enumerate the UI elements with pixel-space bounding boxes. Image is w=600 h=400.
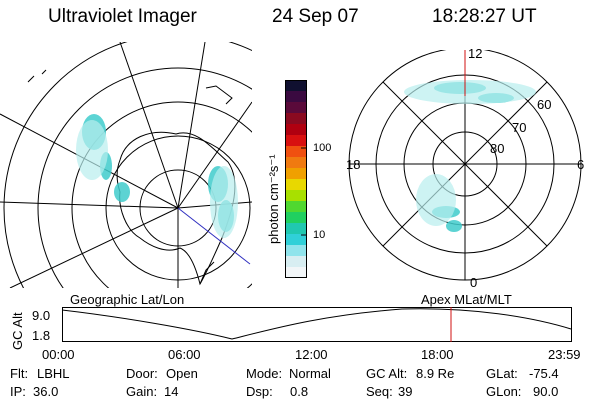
- colorbar-scale: [285, 80, 307, 278]
- time-label: 18:28:27 UT: [432, 6, 537, 27]
- mlt-label-0: 0: [470, 275, 478, 290]
- colorbar-band: [285, 168, 307, 180]
- apex-polar-map: [348, 50, 582, 281]
- altitude-ylabel: GC Alt: [10, 312, 25, 350]
- altitude-plot: [62, 307, 572, 342]
- time-tick-0000: 00:00: [42, 347, 75, 362]
- colorbar-band: [285, 256, 307, 268]
- glat-value: -75.4: [529, 366, 559, 381]
- colorbar-band: [285, 80, 307, 92]
- door-value: Open: [166, 366, 198, 381]
- date-label: 24 Sep 07: [272, 6, 359, 27]
- geographic-map: [0, 42, 252, 288]
- mlt-label-12: 12: [468, 46, 483, 61]
- mlt-label-18: 18: [346, 157, 361, 172]
- colorbar-tick-100: 100: [313, 142, 332, 154]
- colorbar-band: [285, 157, 307, 169]
- glat-label: GLat:: [486, 366, 518, 381]
- mlat-label-70: 70: [512, 120, 527, 135]
- geographic-label: Geographic Lat/Lon: [70, 292, 185, 307]
- colorbar-band: [285, 245, 307, 257]
- time-tick-2359: 23:59: [548, 347, 581, 362]
- colorbar-band: [285, 91, 307, 103]
- colorbar-band: [285, 212, 307, 224]
- gain-label: Gain:: [126, 384, 158, 399]
- altitude-ytick-low: 1.8: [32, 328, 51, 343]
- mode-value: Normal: [289, 366, 331, 381]
- colorbar-unit: photon cm⁻²s⁻¹: [266, 154, 281, 244]
- gcalt-value: 8.9 Re: [416, 366, 455, 381]
- colorbar-band: [285, 102, 307, 114]
- colorbar-tick-10: 10: [313, 229, 326, 241]
- dsp-value: 0.8: [290, 384, 309, 399]
- glon-label: GLon:: [486, 384, 522, 399]
- gain-value: 14: [164, 384, 179, 399]
- colorbar-band: [285, 190, 307, 202]
- glon-value: 90.0: [533, 384, 559, 399]
- mlat-label-60: 60: [537, 97, 552, 112]
- colorbar-band: [285, 267, 307, 278]
- colorbar-band: [285, 201, 307, 213]
- mode-label: Mode:: [246, 366, 283, 381]
- colorbar-band: [285, 223, 307, 235]
- time-tick-1800: 18:00: [421, 347, 454, 362]
- apex-label: Apex MLat/MLT: [421, 292, 512, 307]
- seq-label: Seq:: [366, 384, 393, 399]
- door-label: Door:: [126, 366, 158, 381]
- colorbar-band: [285, 124, 307, 136]
- colorbar-band: [285, 135, 307, 147]
- time-tick-1200: 12:00: [295, 347, 328, 362]
- ip-label: IP:: [10, 384, 26, 399]
- instrument-title: Ultraviolet Imager: [48, 6, 197, 27]
- mlt-label-6: 6: [577, 157, 585, 172]
- colorbar-band: [285, 234, 307, 246]
- dsp-label: Dsp:: [246, 384, 273, 399]
- ip-value: 36.0: [33, 384, 59, 399]
- mlat-label-80: 80: [490, 141, 505, 156]
- flt-value: LBHL: [37, 366, 70, 381]
- altitude-ytick-high: 9.0: [32, 308, 51, 323]
- time-tick-0600: 06:00: [168, 347, 201, 362]
- colorbar-band: [285, 113, 307, 125]
- colorbar-band: [285, 179, 307, 191]
- flt-label: Flt:: [10, 366, 29, 381]
- gcalt-label: GC Alt:: [366, 366, 408, 381]
- seq-value: 39: [398, 384, 413, 399]
- colorbar-band: [285, 146, 307, 158]
